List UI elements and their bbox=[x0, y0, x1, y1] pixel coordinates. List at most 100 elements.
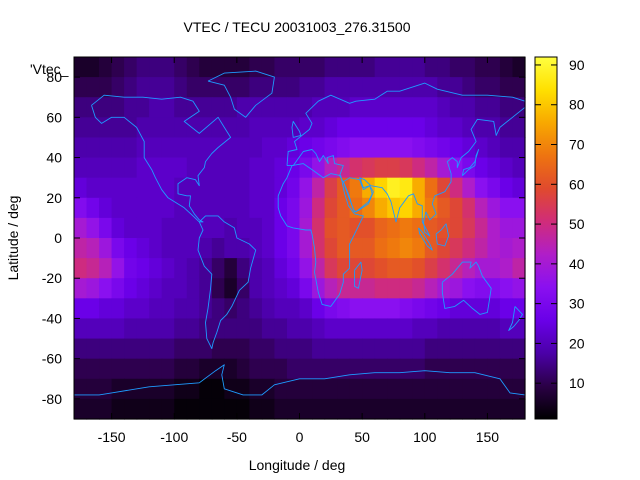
heatmap-cell bbox=[261, 258, 276, 279]
heatmap-cell bbox=[186, 57, 200, 78]
heatmap-cell bbox=[236, 258, 250, 279]
heatmap-cell bbox=[99, 318, 113, 340]
heatmap-cell bbox=[274, 358, 288, 380]
heatmap-cell bbox=[349, 318, 363, 340]
heatmap-cell bbox=[424, 137, 438, 159]
heatmap-cell bbox=[362, 318, 376, 340]
heatmap-cell bbox=[474, 358, 489, 380]
heatmap-cell bbox=[474, 217, 489, 239]
heatmap-cell bbox=[349, 378, 363, 400]
heatmap-cell bbox=[499, 217, 514, 239]
heatmap-cell bbox=[387, 137, 401, 159]
heatmap-cell bbox=[412, 378, 426, 400]
heatmap-cell bbox=[224, 278, 238, 299]
heatmap-cell bbox=[149, 217, 163, 239]
heatmap-cell bbox=[312, 97, 326, 118]
heatmap-cell bbox=[286, 258, 301, 279]
heatmap-cell bbox=[399, 338, 413, 360]
heatmap-cell bbox=[186, 197, 200, 219]
heatmap-cell bbox=[149, 197, 163, 219]
heatmap-cell bbox=[312, 77, 326, 98]
heatmap-cell bbox=[149, 137, 163, 159]
heatmap-cell bbox=[161, 177, 175, 199]
heatmap-cell bbox=[399, 378, 413, 400]
heatmap-cell bbox=[261, 338, 276, 360]
heatmap-cell bbox=[211, 177, 225, 199]
heatmap-cell bbox=[399, 197, 413, 219]
heatmap-cell bbox=[74, 338, 88, 360]
heatmap-cell bbox=[474, 298, 489, 320]
heatmap-cell bbox=[161, 378, 175, 400]
heatmap-cell bbox=[474, 57, 489, 78]
heatmap-cell bbox=[199, 157, 213, 179]
heatmap-cell bbox=[161, 358, 175, 380]
heatmap-cell bbox=[437, 57, 451, 78]
heatmap-cell bbox=[387, 217, 401, 239]
heatmap-cell bbox=[499, 238, 514, 259]
heatmap-cell bbox=[224, 238, 238, 259]
heatmap-cell bbox=[249, 378, 263, 400]
heatmap-cell bbox=[124, 197, 138, 219]
heatmap-cell bbox=[299, 358, 313, 380]
heatmap-cell bbox=[412, 358, 426, 380]
x-tick-label: 50 bbox=[354, 429, 370, 445]
heatmap-cell bbox=[312, 318, 326, 340]
heatmap-cell bbox=[149, 298, 163, 320]
heatmap-cell bbox=[274, 57, 288, 78]
heatmap-cell bbox=[374, 358, 388, 380]
heatmap-cell bbox=[387, 177, 401, 199]
heatmap-cell bbox=[387, 278, 401, 299]
heatmap-cell bbox=[312, 258, 326, 279]
heatmap-cell bbox=[199, 238, 213, 259]
heatmap-cell bbox=[462, 197, 476, 219]
heatmap-cell bbox=[324, 338, 338, 360]
heatmap-cell bbox=[286, 398, 301, 420]
heatmap-cell bbox=[111, 358, 125, 380]
heatmap-cell bbox=[161, 77, 175, 98]
heatmap-cell bbox=[387, 398, 401, 420]
heatmap-cell bbox=[487, 298, 501, 320]
heatmap-cell bbox=[186, 298, 200, 320]
heatmap-cell bbox=[474, 117, 489, 139]
heatmap-cell bbox=[387, 157, 401, 179]
heatmap-cell bbox=[362, 338, 376, 360]
heatmap-cell bbox=[449, 97, 463, 118]
heatmap-cell bbox=[462, 177, 476, 199]
heatmap-cell bbox=[512, 358, 526, 380]
heatmap-cell bbox=[199, 338, 213, 360]
heatmap-cell bbox=[149, 57, 163, 78]
heatmap-cell bbox=[136, 398, 150, 420]
heatmap-cell bbox=[487, 77, 501, 98]
heatmap-cell bbox=[512, 197, 526, 219]
heatmap-cell bbox=[111, 137, 125, 159]
heatmap-cell bbox=[149, 358, 163, 380]
heatmap-cell bbox=[437, 398, 451, 420]
heatmap-cell bbox=[437, 97, 451, 118]
heatmap-cell bbox=[449, 197, 463, 219]
heatmap-cell bbox=[74, 157, 88, 179]
heatmap-cell bbox=[136, 177, 150, 199]
heatmap-cell bbox=[224, 318, 238, 340]
heatmap-cell bbox=[86, 398, 100, 420]
heatmap-cell bbox=[286, 177, 301, 199]
heatmap-cell bbox=[174, 258, 188, 279]
heatmap-cell bbox=[174, 318, 188, 340]
coastline-south-america bbox=[197, 215, 257, 350]
heatmap-cell bbox=[399, 278, 413, 299]
colorbar-tick-label: 60 bbox=[569, 176, 585, 192]
heatmap-cell bbox=[211, 238, 225, 259]
heatmap-cell bbox=[412, 238, 426, 259]
heatmap-cell bbox=[111, 57, 125, 78]
coastline-uk bbox=[291, 120, 302, 138]
heatmap-cell bbox=[74, 258, 88, 279]
heatmap-cell bbox=[312, 217, 326, 239]
heatmap-cell bbox=[224, 217, 238, 239]
heatmap-cell bbox=[349, 238, 363, 259]
heatmap-cell bbox=[74, 238, 88, 259]
heatmap-cell bbox=[374, 338, 388, 360]
heatmap-cell bbox=[399, 298, 413, 320]
heatmap-cell bbox=[387, 318, 401, 340]
heatmap-cell bbox=[487, 278, 501, 299]
heatmap-cell bbox=[99, 97, 113, 118]
heatmap-cell bbox=[199, 97, 213, 118]
